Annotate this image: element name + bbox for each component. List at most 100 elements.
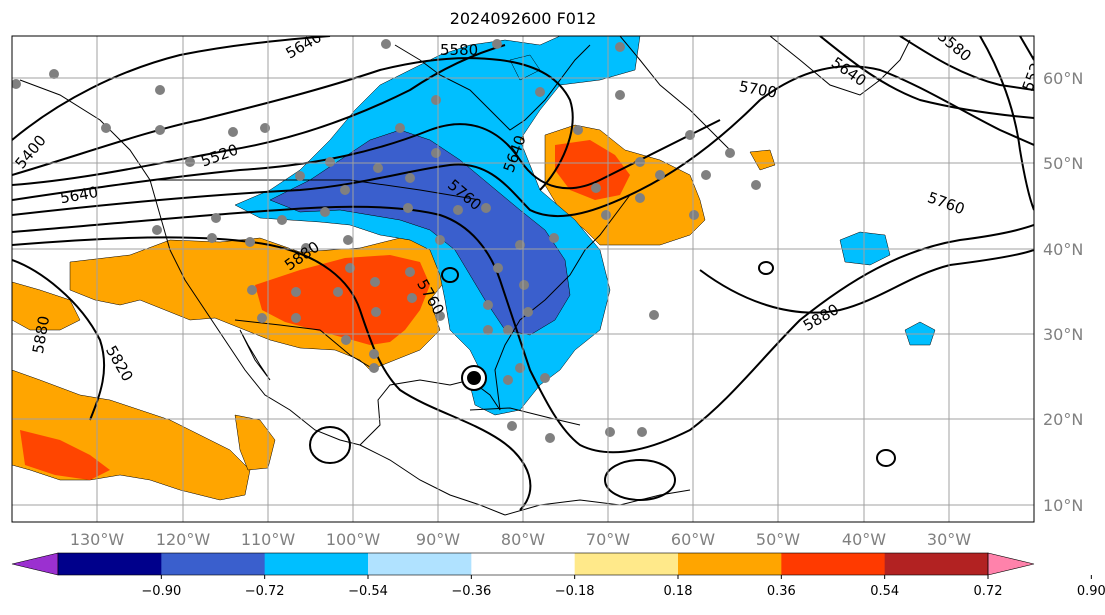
core-atlantic: [555, 140, 630, 200]
colorbar-tick-label: −0.54: [348, 584, 388, 599]
latitude-labels: 60°N 50°N 40°N 30°N 20°N 10°N: [1043, 69, 1083, 515]
colorbar-extend-high: [987, 552, 1035, 576]
contour-closed-low-gulf: [441, 267, 459, 283]
strong-positive-anomaly-fills: [20, 140, 630, 480]
station-dot: [291, 287, 301, 297]
core-southern-plains: [255, 255, 430, 345]
colorbar-segment: [368, 553, 472, 575]
colorbar-extend-low: [11, 552, 59, 576]
station-dot: [301, 243, 311, 253]
station-dot: [503, 325, 513, 335]
station-dot: [751, 180, 761, 190]
colorbar-tick-label: 0.36: [767, 584, 796, 599]
station-dot: [649, 310, 659, 320]
lon-label: 30°W: [927, 530, 971, 549]
station-dot: [371, 307, 381, 317]
contour-closed-atlantic-1: [758, 261, 774, 275]
lon-label: 80°W: [501, 530, 545, 549]
coast-central-america: [359, 444, 506, 516]
station-dot: [369, 349, 379, 359]
border-us-canada: [150, 179, 481, 201]
lon-label: 40°W: [842, 530, 886, 549]
coast-labrador: [619, 36, 731, 151]
station-dot: [431, 95, 441, 105]
station-dot: [245, 237, 255, 247]
station-dot: [689, 210, 699, 220]
contour-closed-south: [604, 459, 676, 501]
contour-closed-atlantic-2: [876, 449, 896, 467]
gridlines: [12, 36, 1034, 522]
contour-closed-pacific: [309, 426, 351, 464]
station-dot: [655, 170, 665, 180]
station-dot: [601, 210, 611, 220]
colorbar-segment: [161, 553, 266, 575]
coast-baja: [239, 329, 271, 381]
station-dot: [341, 335, 351, 345]
lon-label: 70°W: [586, 530, 630, 549]
colorbar-segment: [264, 553, 369, 575]
contour-5520-ne: [1019, 36, 1034, 61]
station-dot: [535, 87, 545, 97]
colorbar-tick-label: −0.72: [245, 584, 285, 599]
lat-label: 50°N: [1043, 154, 1083, 173]
colorbar-segment: [574, 553, 679, 575]
station-dot: [370, 277, 380, 287]
station-dot: [373, 163, 383, 173]
colorbar-tick-label: −0.90: [141, 584, 181, 599]
lon-label: 130°W: [70, 530, 125, 549]
station-dot: [343, 235, 353, 245]
anomaly-nf-small: [749, 149, 776, 171]
station-dot: [725, 148, 735, 158]
station-dot: [405, 173, 415, 183]
station-dot: [247, 285, 257, 295]
lon-label: 60°W: [671, 530, 715, 549]
station-dot: [503, 375, 513, 385]
station-dot: [211, 213, 221, 223]
contour-5820: [12, 259, 106, 421]
colorbar-tick-label: 0.72: [974, 584, 1003, 599]
plot-title: 2024092600 F012: [449, 9, 597, 28]
coast-north-america-west: [19, 79, 361, 446]
height-contours: [12, 36, 1034, 511]
contour-5460: [979, 36, 1034, 211]
colorbar: [11, 552, 1035, 576]
contour-5640-ne: [819, 36, 1034, 119]
station-dot: [277, 215, 287, 225]
station-dot: [637, 427, 647, 437]
station-dot: [493, 263, 503, 273]
lon-label: 110°W: [241, 530, 296, 549]
contour-label: 5580: [440, 41, 478, 59]
hurricane-marker-inner: [467, 371, 481, 385]
lon-label: 120°W: [156, 530, 211, 549]
station-dot: [320, 207, 330, 217]
lat-label: 40°N: [1043, 240, 1083, 259]
station-dot: [701, 170, 711, 180]
border-us-mexico: [234, 319, 376, 371]
contour-5880: [12, 236, 532, 511]
lon-label: 100°W: [326, 530, 381, 549]
colorbar-segment: [884, 553, 989, 575]
station-dot: [435, 235, 445, 245]
station-dot: [325, 157, 335, 167]
core-pacific-south: [20, 430, 110, 480]
contour-5400: [12, 36, 331, 141]
station-dots: [12, 39, 761, 443]
lat-label: 20°N: [1043, 410, 1083, 429]
map-frame: [11, 35, 1035, 523]
station-dot: [545, 433, 555, 443]
colorbar-segment: [678, 553, 782, 575]
contour-5580-ne: [899, 36, 1034, 91]
coast-cuba: [469, 407, 581, 426]
lat-label: 10°N: [1043, 496, 1083, 515]
colorbar-tick-label: −0.18: [555, 584, 595, 599]
station-dot: [540, 373, 550, 383]
colorbar-outline: [57, 552, 989, 576]
station-dot: [291, 313, 301, 323]
station-dot: [395, 123, 405, 133]
contour-5760: [12, 205, 1034, 454]
contour-5700: [12, 65, 1034, 218]
station-dot: [333, 287, 343, 297]
station-dot: [185, 157, 195, 167]
station-dot: [155, 125, 165, 135]
